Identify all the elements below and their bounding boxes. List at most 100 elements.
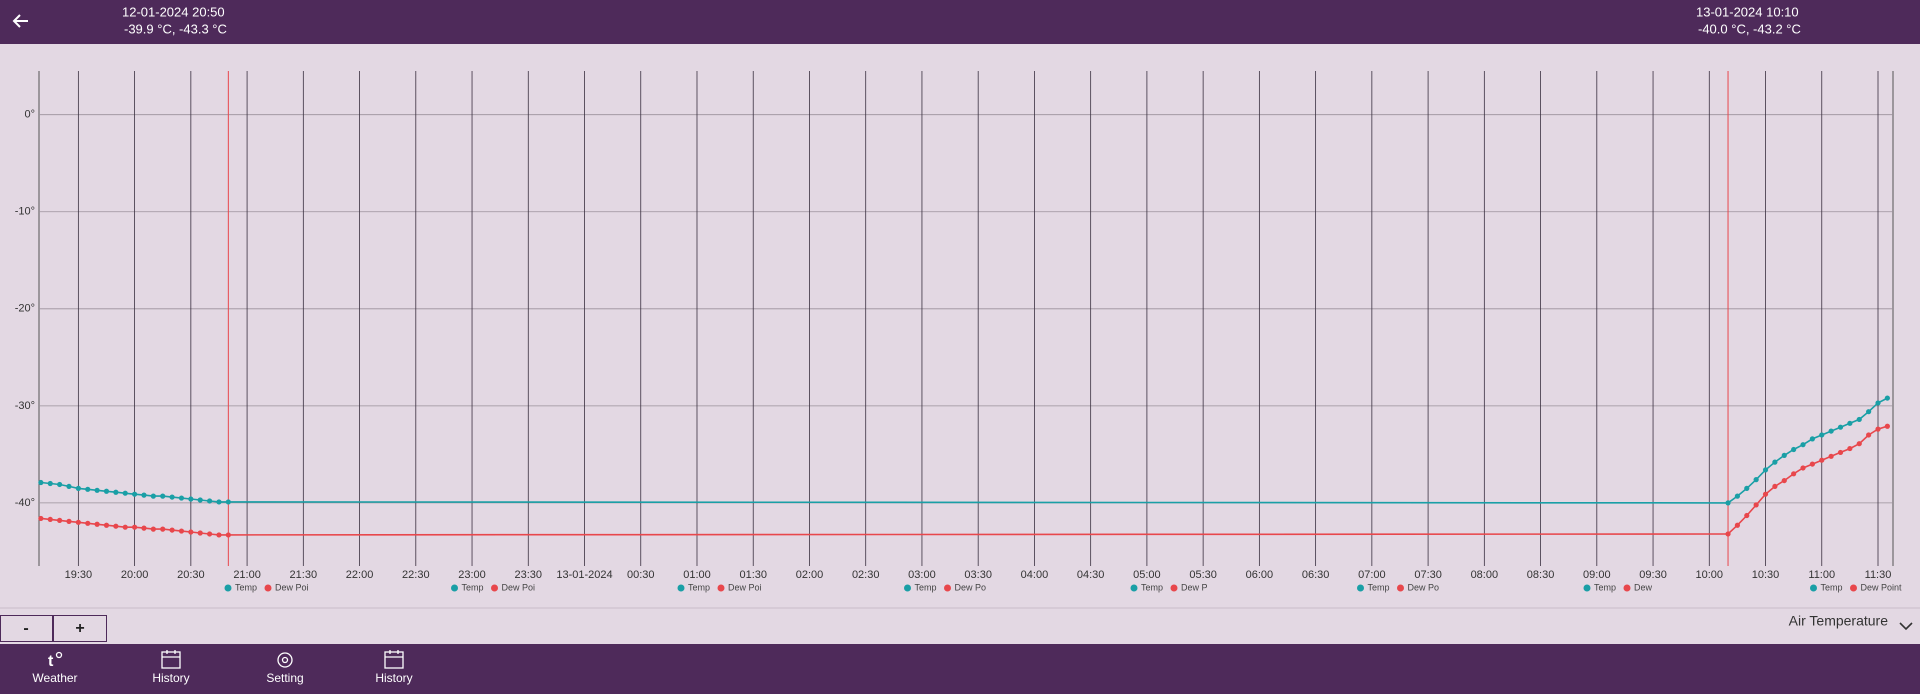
legend-swatch xyxy=(1850,584,1857,592)
x-tick-label: 04:30 xyxy=(1077,569,1105,581)
history-icon xyxy=(161,651,181,669)
data-point xyxy=(1791,471,1797,477)
y-tick-label: -30° xyxy=(15,400,35,412)
data-point xyxy=(178,495,185,501)
legend-swatch xyxy=(1810,584,1817,592)
back-button[interactable] xyxy=(12,14,28,28)
x-tick-label: 04:00 xyxy=(1021,569,1049,581)
x-tick-label: 13-01-2024 xyxy=(556,569,612,581)
data-point xyxy=(113,489,119,495)
legend-label: Temp xyxy=(235,582,257,592)
legend-label: Temp xyxy=(1368,582,1390,592)
x-tick-label: 23:00 xyxy=(458,569,486,581)
nav-label[interactable]: Weather xyxy=(32,671,77,685)
nav-label[interactable]: History xyxy=(375,671,412,685)
setting-icon-center xyxy=(281,656,289,664)
history-icon-detail xyxy=(385,650,403,658)
data-point xyxy=(150,493,156,499)
x-tick-label: 06:30 xyxy=(1302,569,1330,581)
x-tick-label: 05:00 xyxy=(1133,569,1161,581)
data-point xyxy=(1772,459,1778,465)
data-point xyxy=(1847,420,1853,426)
left-readout: -39.9 °C, -43.3 °C xyxy=(124,21,227,36)
left-time: 12-01-2024 20:50 xyxy=(122,4,225,19)
x-tick-label: 01:00 xyxy=(683,569,711,581)
history-icon-detail xyxy=(162,650,180,658)
data-point xyxy=(1725,500,1731,506)
legend-label: Temp xyxy=(688,582,710,592)
data-point xyxy=(122,524,128,530)
legend-swatch xyxy=(491,584,498,592)
nav-label[interactable]: History xyxy=(152,671,189,685)
history-icon xyxy=(384,651,404,669)
legend-label: Dew Point xyxy=(1861,582,1903,592)
zoom-out-button[interactable] xyxy=(0,615,53,642)
legend-swatch xyxy=(1397,584,1404,592)
data-point xyxy=(103,522,110,528)
data-point xyxy=(1866,432,1872,438)
x-tick-label: 02:30 xyxy=(852,569,880,581)
data-point xyxy=(1762,467,1769,473)
legend-label: Dew Poi xyxy=(502,582,536,592)
x-tick-label: 00:30 xyxy=(627,569,655,581)
legend-label: Temp xyxy=(915,582,937,592)
legend-swatch xyxy=(1583,584,1591,592)
x-tick-label: 02:00 xyxy=(796,569,824,581)
data-point xyxy=(1884,395,1890,401)
data-point xyxy=(1875,400,1881,406)
zoom-out-label: - xyxy=(23,620,28,637)
x-tick-label: 09:00 xyxy=(1583,569,1611,581)
data-point xyxy=(160,526,166,532)
data-point xyxy=(38,479,44,486)
data-point xyxy=(1819,457,1825,463)
legend-swatch xyxy=(1130,584,1138,592)
y-tick-label: -40° xyxy=(15,497,35,509)
y-tick-label: -20° xyxy=(15,303,35,315)
data-point xyxy=(113,523,119,529)
x-tick-label: 22:30 xyxy=(402,569,430,581)
data-point xyxy=(38,515,44,522)
nav-label[interactable]: Setting xyxy=(266,671,303,685)
data-point xyxy=(1847,445,1853,452)
legend-swatch xyxy=(1357,584,1364,592)
right-time: 13-01-2024 10:10 xyxy=(1696,4,1799,19)
series-selector[interactable]: Air Temperature xyxy=(1789,613,1889,629)
zoom-in-button[interactable] xyxy=(53,615,107,642)
x-tick-label: 01:30 xyxy=(739,569,767,581)
legend-swatch xyxy=(717,584,725,592)
data-point xyxy=(1828,453,1834,459)
legend-swatch xyxy=(224,584,232,592)
legend-swatch xyxy=(1623,584,1631,592)
data-point xyxy=(197,497,203,503)
data-point xyxy=(1781,477,1787,484)
x-tick-label: 07:00 xyxy=(1358,569,1386,581)
zoom-in-label: + xyxy=(75,620,84,637)
data-point xyxy=(206,498,213,504)
legend-label: Temp xyxy=(1821,582,1843,592)
x-tick-label: 07:30 xyxy=(1414,569,1442,581)
legend-swatch xyxy=(1170,584,1178,592)
data-point xyxy=(47,480,53,487)
legend-swatch xyxy=(677,584,685,592)
selector-chevron[interactable] xyxy=(1899,622,1913,631)
data-point xyxy=(1762,491,1769,497)
setting-icon xyxy=(277,652,293,668)
data-point xyxy=(66,518,72,524)
data-point xyxy=(1875,426,1881,432)
data-point xyxy=(1800,442,1806,448)
legend-label: Temp xyxy=(1141,582,1163,592)
data-point xyxy=(216,499,222,505)
data-point xyxy=(1753,477,1759,483)
nav-icons: t xyxy=(48,650,404,670)
legend-swatch xyxy=(451,584,458,592)
data-point xyxy=(1809,436,1815,442)
legend-swatch xyxy=(944,584,951,592)
data-point xyxy=(1744,512,1750,519)
data-point xyxy=(85,486,91,492)
data-point xyxy=(206,531,213,537)
series-line xyxy=(40,425,1888,536)
bottom-nav xyxy=(0,644,1920,694)
data-point xyxy=(122,490,128,496)
data-point xyxy=(57,517,63,523)
